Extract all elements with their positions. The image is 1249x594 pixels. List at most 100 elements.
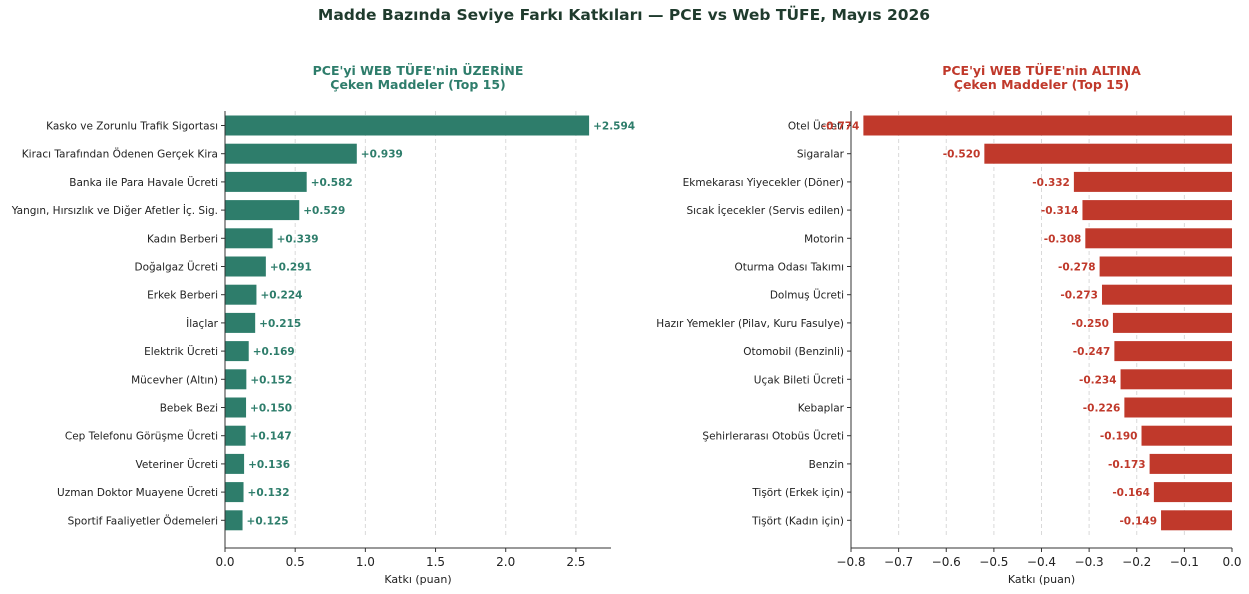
- panel-title-line: PCE'yi WEB TÜFE'nin ÜZERİNE: [313, 63, 524, 78]
- xtick-label: −0.2: [1122, 555, 1151, 569]
- xtick-label: 2.5: [566, 555, 585, 569]
- value-label: +0.147: [250, 431, 292, 443]
- category-label: Elektrik Ücreti: [144, 345, 218, 358]
- category-label: Oturma Odası Takımı: [734, 262, 844, 274]
- panel-title-line: PCE'yi WEB TÜFE'nin ALTINA: [942, 63, 1141, 78]
- category-label: Ekmekarası Yiyecekler (Döner): [683, 177, 844, 189]
- value-label: -0.149: [1119, 515, 1157, 527]
- value-label: -0.190: [1100, 431, 1138, 443]
- xtick-label: −0.5: [979, 555, 1008, 569]
- bar-neg-14: [1161, 510, 1232, 531]
- value-label: +0.939: [361, 149, 403, 161]
- value-label: +0.150: [250, 403, 292, 415]
- value-label: +0.224: [260, 290, 302, 302]
- category-label: Otel Ücreti: [788, 120, 844, 133]
- xtick-label: 2.0: [496, 555, 515, 569]
- xtick-label: 1.0: [356, 555, 375, 569]
- bar-neg-7: [1112, 312, 1232, 333]
- bar-neg-5: [1099, 256, 1232, 277]
- category-label: Sıcak İçecekler (Servis edilen): [686, 204, 844, 217]
- category-label: Bebek Bezi: [160, 403, 218, 415]
- bar-neg-6: [1101, 284, 1232, 305]
- category-label: Tişört (Erkek için): [751, 487, 844, 499]
- value-label: -0.308: [1044, 233, 1082, 245]
- x-axis-label: Katkı (puan): [1008, 573, 1075, 586]
- panel-title-line: Çeken Maddeler (Top 15): [954, 77, 1129, 92]
- bar-pos-13: [225, 482, 244, 503]
- bar-pos-12: [225, 453, 245, 474]
- figure-title: Madde Bazında Seviye Farkı Katkıları — P…: [318, 5, 930, 24]
- category-label: Sportif Faaliyetler Ödemeleri: [68, 514, 218, 527]
- bar-pos-4: [225, 228, 273, 249]
- xtick-label: −0.3: [1075, 555, 1104, 569]
- bar-neg-8: [1114, 341, 1232, 362]
- bar-neg-2: [1073, 171, 1232, 192]
- category-label: Dolmuş Ücreti: [770, 289, 844, 302]
- bar-pos-11: [225, 425, 246, 446]
- panel-title-line: Çeken Maddeler (Top 15): [330, 77, 505, 92]
- category-label: Kiracı Tarafından Ödenen Gerçek Kira: [22, 148, 218, 161]
- category-label: Kebaplar: [798, 403, 845, 415]
- bar-pos-2: [225, 171, 307, 192]
- bar-pos-3: [225, 200, 300, 221]
- value-label: +0.215: [259, 318, 301, 330]
- bar-pos-1: [225, 143, 357, 164]
- bar-pos-7: [225, 312, 256, 333]
- xtick-label: 1.5: [426, 555, 445, 569]
- bar-pos-9: [225, 369, 247, 390]
- category-label: Uçak Bileti Ücreti: [754, 373, 844, 386]
- bar-pos-8: [225, 341, 249, 362]
- value-label: -0.234: [1079, 374, 1117, 386]
- category-label: Doğalgaz Ücreti: [134, 261, 218, 274]
- value-label: +0.529: [303, 205, 345, 217]
- category-label: Hazır Yemekler (Pilav, Kuru Fasulye): [656, 318, 844, 330]
- value-label: -0.278: [1058, 262, 1096, 274]
- value-label: -0.774: [822, 121, 860, 133]
- bar-neg-9: [1120, 369, 1232, 390]
- bar-pos-10: [225, 397, 247, 418]
- bar-pos-6: [225, 284, 257, 305]
- value-label: -0.226: [1083, 403, 1121, 415]
- category-label: Şehirlerarası Otobüs Ücreti: [702, 430, 844, 443]
- value-label: +0.125: [247, 515, 289, 527]
- xtick-label: −0.1: [1170, 555, 1199, 569]
- bar-pos-5: [225, 256, 266, 277]
- category-label: Otomobil (Benzinli): [743, 346, 844, 358]
- xtick-label: −0.8: [836, 555, 865, 569]
- category-label: Tişört (Kadın için): [751, 515, 844, 527]
- xtick-label: 0.0: [215, 555, 234, 569]
- value-label: +0.136: [248, 459, 290, 471]
- category-label: Erkek Berberi: [147, 290, 218, 302]
- value-label: -0.273: [1060, 290, 1098, 302]
- category-label: Benzin: [809, 459, 844, 471]
- xtick-label: −0.6: [932, 555, 961, 569]
- value-label: +0.152: [250, 374, 292, 386]
- bar-neg-11: [1141, 425, 1232, 446]
- bar-neg-0: [863, 115, 1232, 136]
- value-label: -0.520: [943, 149, 981, 161]
- value-label: -0.173: [1108, 459, 1146, 471]
- xtick-label: −0.4: [1027, 555, 1056, 569]
- category-label: İlaçlar: [186, 317, 219, 330]
- bar-neg-13: [1153, 482, 1232, 503]
- bar-neg-3: [1082, 200, 1232, 221]
- xtick-label: −0.7: [884, 555, 913, 569]
- value-label: +0.582: [311, 177, 353, 189]
- value-label: +0.132: [248, 487, 290, 499]
- category-label: Banka ile Para Havale Ücreti: [69, 176, 218, 189]
- x-axis-label: Katkı (puan): [384, 573, 451, 586]
- value-label: -0.164: [1112, 487, 1150, 499]
- value-label: -0.332: [1032, 177, 1070, 189]
- bar-neg-10: [1124, 397, 1232, 418]
- bar-neg-4: [1085, 228, 1232, 249]
- category-label: Yangın, Hırsızlık ve Diğer Afetler İç. S…: [11, 204, 218, 217]
- bar-neg-1: [984, 143, 1232, 164]
- category-label: Sigaralar: [797, 149, 845, 161]
- category-label: Kasko ve Zorunlu Trafik Sigortası: [46, 121, 218, 133]
- xtick-label: 0.0: [1222, 555, 1241, 569]
- value-label: -0.247: [1073, 346, 1111, 358]
- category-label: Uzman Doktor Muayene Ücreti: [57, 486, 218, 499]
